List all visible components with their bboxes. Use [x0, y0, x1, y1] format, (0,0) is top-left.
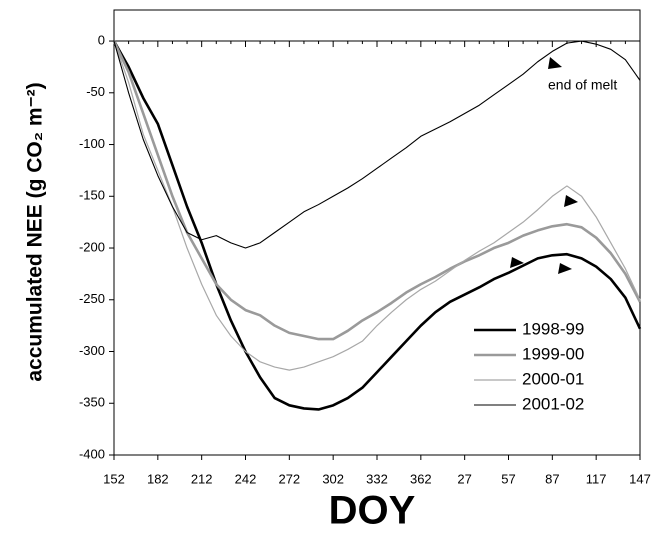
- x-tick-label: 87: [545, 471, 559, 486]
- x-tick-label: 302: [322, 471, 344, 486]
- y-tick-label: -250: [79, 291, 105, 306]
- y-tick-label: -300: [79, 343, 105, 358]
- legend-label: 1998-99: [522, 319, 584, 338]
- x-tick-label: 272: [278, 471, 300, 486]
- melt-marker: [510, 257, 524, 268]
- legend-label: 1999-00: [522, 344, 584, 363]
- y-tick-label: -200: [79, 239, 105, 254]
- x-tick-label: 362: [410, 471, 432, 486]
- series-line: [112, 40, 642, 411]
- x-tick-label: 147: [629, 471, 651, 486]
- y-tick-label: 0: [98, 32, 105, 47]
- series-line: [113, 40, 641, 249]
- x-tick-label: 27: [457, 471, 471, 486]
- y-tick-label: -100: [79, 136, 105, 151]
- legend-label: 2001-02: [522, 394, 584, 413]
- x-tick-label: 117: [586, 471, 607, 486]
- x-tick-label: 152: [103, 471, 125, 486]
- annotation: end of melt: [548, 77, 617, 93]
- x-tick-label: 242: [235, 471, 257, 486]
- x-tick-label: 57: [501, 471, 515, 486]
- x-axis-title: DOY: [329, 489, 416, 533]
- y-tick-label: -150: [79, 188, 105, 203]
- y-tick-label: -400: [79, 446, 105, 461]
- melt-marker: [548, 57, 562, 69]
- melt-marker: [558, 263, 572, 274]
- x-tick-label: 212: [191, 471, 213, 486]
- series-line: [113, 40, 641, 371]
- y-axis-title: accumulated NEE (g CO₂ m⁻²): [24, 82, 47, 381]
- y-tick-label: -50: [86, 84, 105, 99]
- series-line: [112, 40, 642, 341]
- legend-label: 2000-01: [522, 369, 584, 388]
- y-tick-label: -350: [79, 395, 105, 410]
- x-tick-label: 182: [147, 471, 169, 486]
- x-tick-label: 332: [366, 471, 388, 486]
- melt-marker: [564, 195, 578, 207]
